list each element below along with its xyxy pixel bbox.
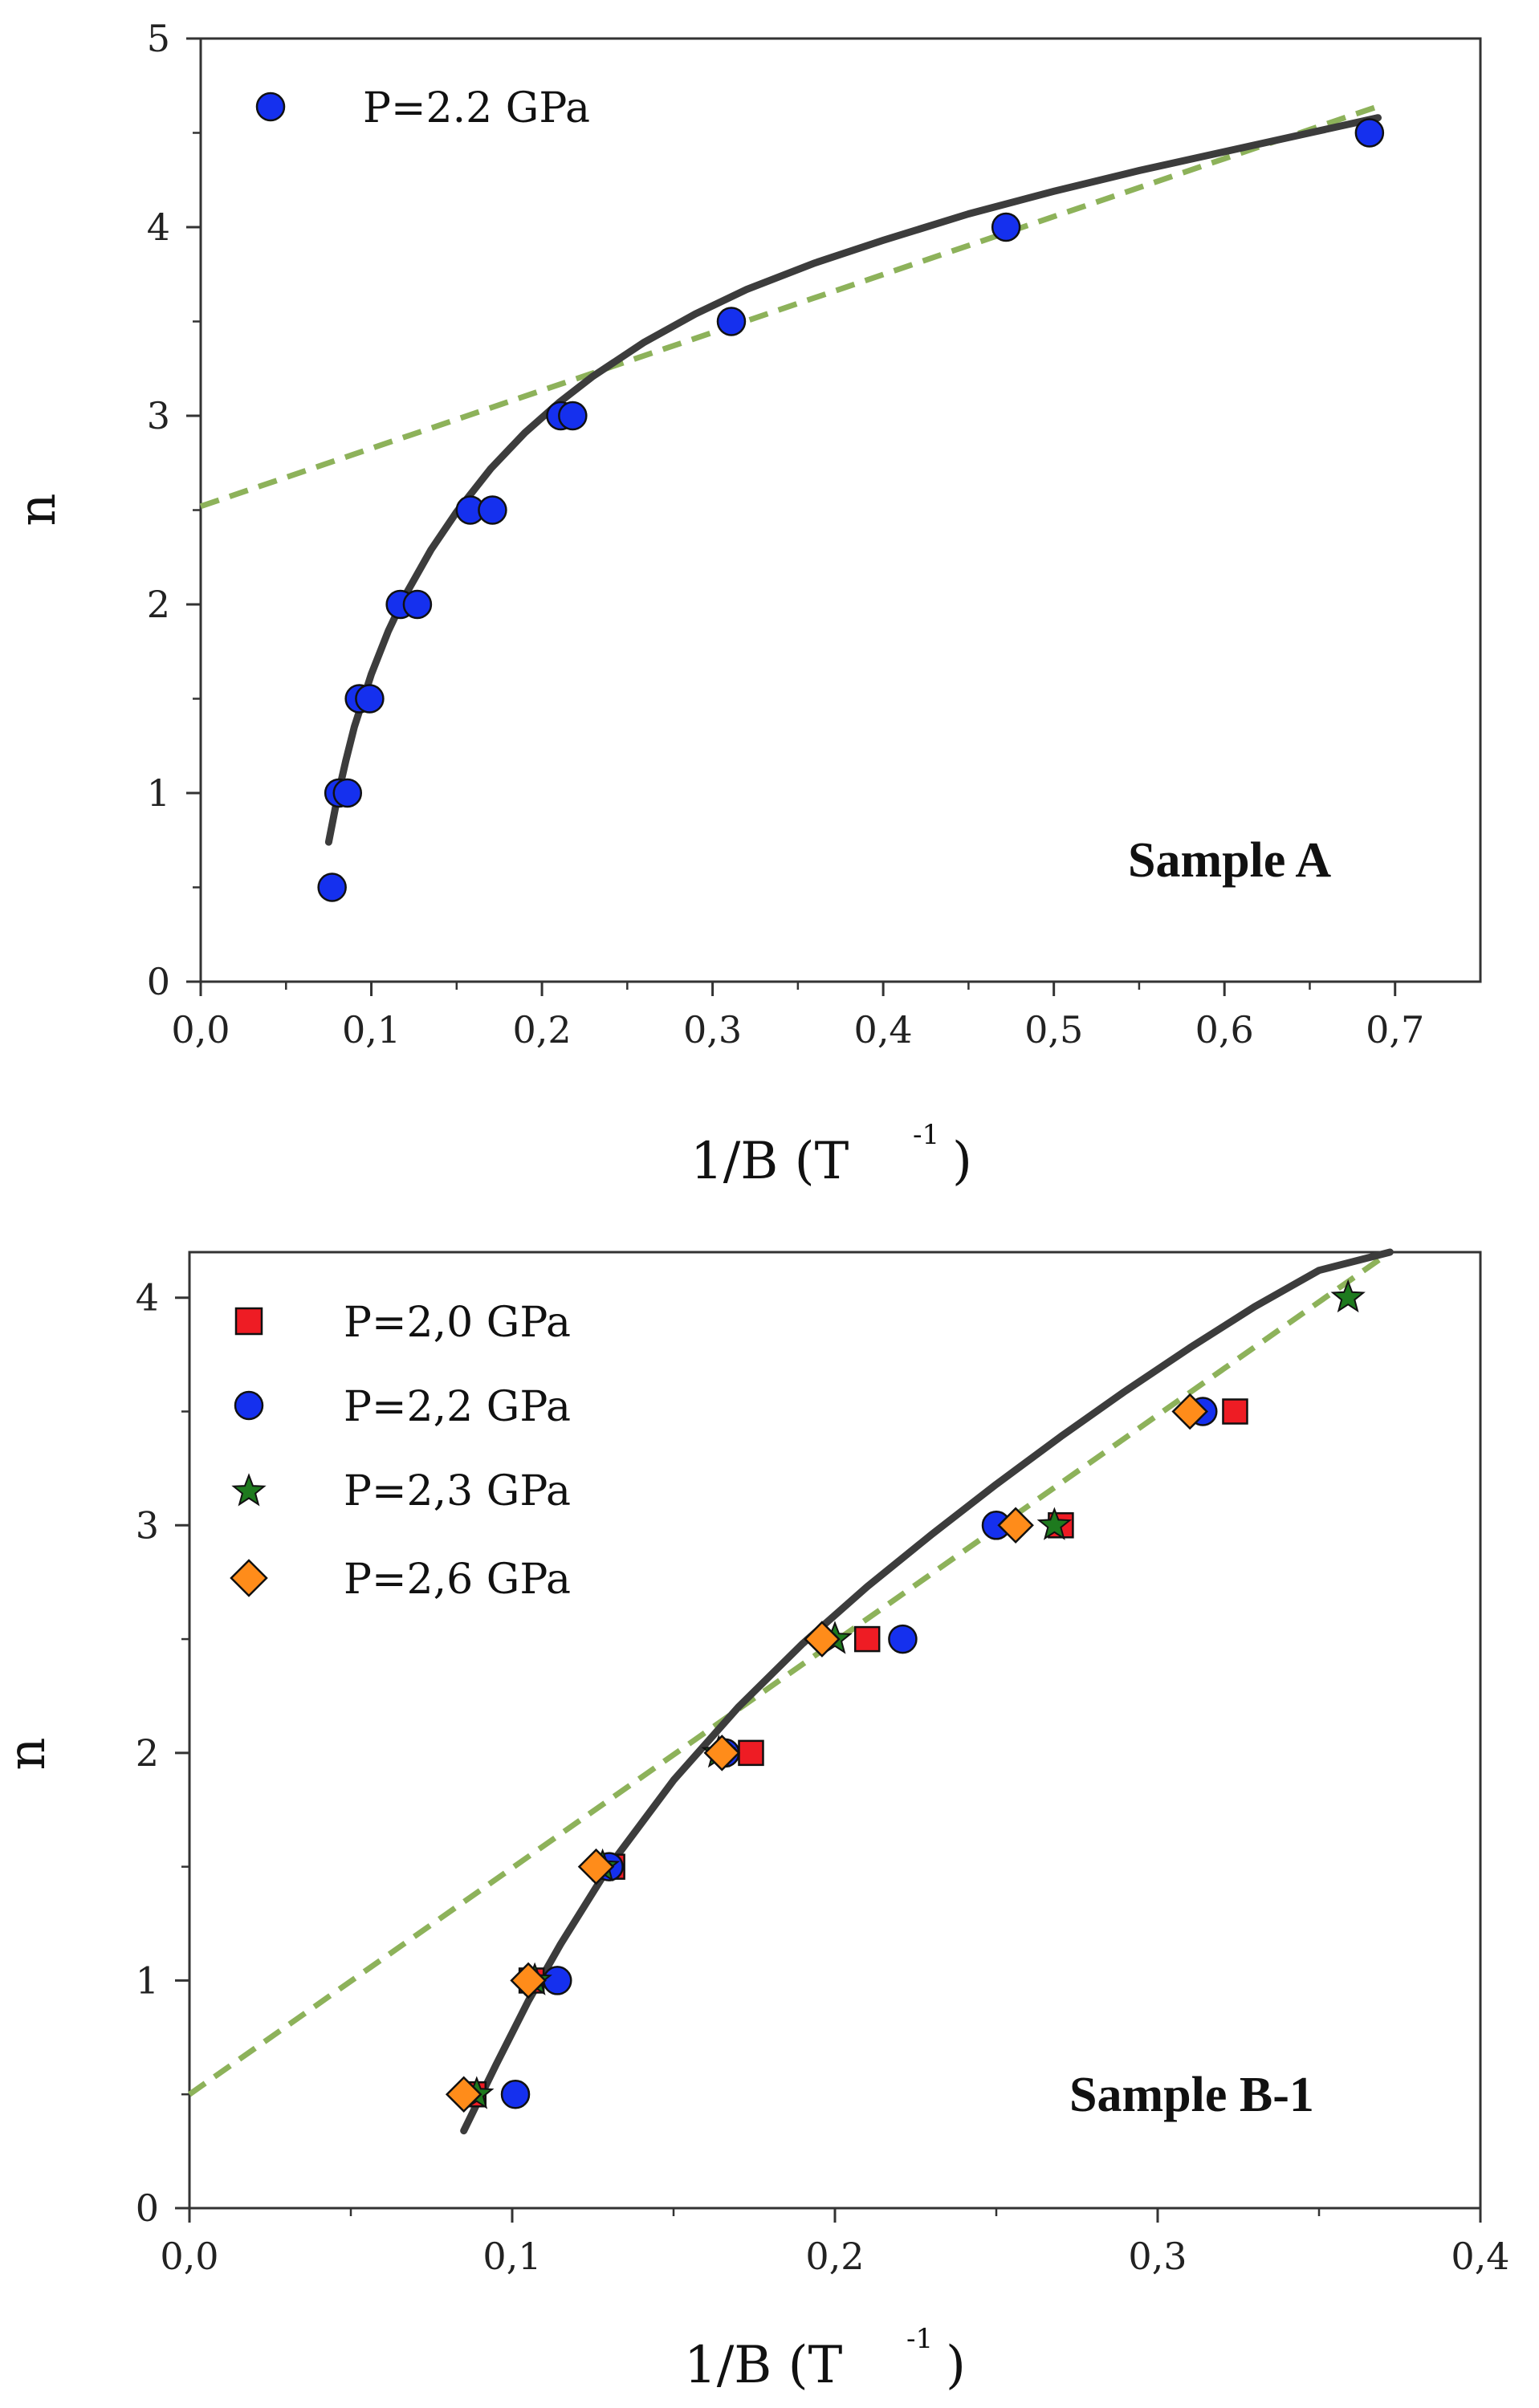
y-tick-label: 2 — [147, 583, 170, 626]
data-point-star — [1330, 1279, 1366, 1313]
legend-label-p23: P=2,3 GPa — [344, 1467, 571, 1515]
x-tick-label: 0,4 — [1451, 2235, 1509, 2278]
data-point-circle — [500, 2079, 531, 2109]
dashed-fit-line-a — [199, 104, 1379, 510]
chart-sample-a: 0,0 0,1 0,2 0,3 0,4 0,5 0,6 0,7 0 1 2 3 4 5 P=2.2 GPa… — [8, 17, 1482, 1191]
x-tick-label: 0,6 — [1195, 1008, 1254, 1051]
annotation-sample-a: Sample A — [1128, 833, 1331, 888]
dashed-fit-path — [199, 104, 1379, 510]
data-point-circle — [543, 1966, 572, 1995]
data-point-diamond — [445, 2076, 482, 2113]
x-tick-label: 0,2 — [805, 2235, 864, 2278]
data-point-diamond — [997, 1507, 1034, 1544]
data-points-b — [445, 1279, 1366, 2113]
solid-fit-path — [324, 114, 1382, 846]
axis-ticks-a: 0,0 0,1 0,2 0,3 0,4 0,5 0,6 0,7 0 1 2 3 4 5 — [147, 17, 1425, 1051]
x-axis-label-main: 1/B (T — [684, 2336, 843, 2395]
solid-fit-line-a — [324, 114, 1382, 846]
legend-marker-square — [234, 1307, 263, 1336]
legend-label-p22: P=2,2 GPa — [344, 1383, 571, 1431]
data-point-circle — [888, 1624, 918, 1654]
y-tick-label: 0 — [136, 2186, 159, 2230]
data-point-circle — [991, 212, 1021, 242]
x-tick-label: 0,2 — [512, 1008, 571, 1051]
y-tick-label: 4 — [147, 205, 170, 249]
legend-marker-circle — [234, 1390, 264, 1421]
legend-b: P=2,0 GPa P=2,2 GPa P=2,3 GPa P=2,6 GPa — [230, 1299, 571, 1604]
x-axis-label-main: 1/B (T — [690, 1132, 849, 1191]
y-axis-label-a: n — [8, 493, 67, 526]
axis-ticks-b: 0,0 0,1 0,2 0,3 0,4 0 1 2 3 4 — [136, 1276, 1510, 2278]
y-tick-label: 3 — [147, 394, 170, 437]
x-tick-label: 0,1 — [482, 2235, 541, 2278]
data-point-diamond — [1171, 1393, 1208, 1430]
x-axis-label-exponent: -1 — [906, 2323, 933, 2355]
x-axis-label-close: ) — [952, 1132, 972, 1191]
legend-label-p26: P=2,6 GPa — [344, 1556, 571, 1604]
x-tick-label: 0,0 — [171, 1008, 230, 1051]
legend-label-p20: P=2,0 GPa — [344, 1299, 571, 1347]
data-point-diamond — [804, 1621, 841, 1658]
y-tick-label: 1 — [136, 1959, 159, 2002]
data-point-diamond — [577, 1848, 615, 1885]
x-tick-label: 0,5 — [1024, 1008, 1083, 1051]
x-axis-label-a: 1/B (T -1 ) — [690, 1119, 972, 1191]
y-tick-label: 5 — [147, 17, 170, 60]
data-point-circle — [355, 684, 385, 714]
x-axis-label-exponent: -1 — [913, 1119, 939, 1151]
data-point-diamond — [510, 1962, 547, 1999]
x-tick-label: 0,3 — [683, 1008, 742, 1051]
legend-label: P=2.2 GPa — [363, 84, 590, 132]
y-tick-label: 4 — [136, 1276, 159, 1320]
x-axis-label-close: ) — [946, 2336, 966, 2395]
data-point-circle — [332, 778, 363, 808]
data-points-a — [317, 118, 1385, 902]
y-tick-label: 0 — [147, 960, 170, 1003]
y-tick-label: 1 — [147, 771, 170, 815]
y-axis-label-b: n — [0, 1737, 57, 1770]
data-point-square — [853, 1625, 881, 1653]
dashed-fit-path — [187, 1250, 1392, 2097]
data-point-circle — [478, 495, 507, 525]
data-point-circle — [558, 401, 588, 431]
chart-sample-b1: 0,0 0,1 0,2 0,3 0,4 0 1 2 3 4 P=2,0 GPa P=2,2 GPa… — [0, 1248, 1510, 2395]
legend-marker-diamond — [230, 1559, 268, 1597]
legend-marker-star — [231, 1473, 267, 1507]
legend-a: P=2.2 GPa — [255, 84, 590, 132]
annotation-sample-b1: Sample B-1 — [1069, 2068, 1314, 2122]
data-point-square — [738, 1739, 764, 1767]
solid-fit-path — [460, 1248, 1394, 2135]
solid-fit-line-b — [460, 1248, 1394, 2135]
x-tick-label: 0,0 — [160, 2235, 218, 2278]
data-point-circle — [317, 872, 347, 902]
x-axis-label-b: 1/B (T -1 ) — [684, 2323, 966, 2395]
data-point-circle — [402, 589, 433, 620]
data-point-diamond — [703, 1735, 741, 1771]
data-point-square — [1222, 1398, 1248, 1425]
data-point-circle — [716, 307, 747, 336]
x-tick-label: 0,7 — [1366, 1008, 1424, 1051]
y-tick-label: 3 — [136, 1503, 159, 1547]
x-tick-label: 0,1 — [342, 1008, 401, 1051]
legend-marker-circle — [255, 92, 286, 122]
data-point-circle — [1354, 118, 1385, 148]
x-tick-label: 0,3 — [1128, 2235, 1187, 2278]
y-tick-label: 2 — [136, 1731, 159, 1775]
dashed-fit-line-b — [187, 1250, 1392, 2097]
data-point-star — [1036, 1507, 1073, 1540]
x-tick-label: 0,4 — [854, 1008, 913, 1051]
